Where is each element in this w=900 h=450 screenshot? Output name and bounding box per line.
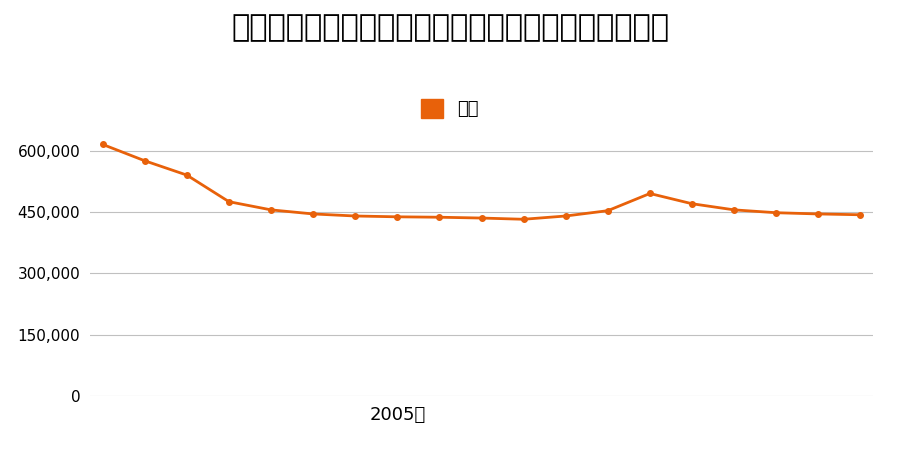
価格 [476, 216, 487, 221]
価格 [561, 213, 572, 219]
価格 [308, 211, 319, 216]
価格 [602, 208, 613, 213]
価格 [266, 207, 276, 212]
価格 [434, 215, 445, 220]
価格 [392, 214, 402, 220]
価格 [813, 211, 824, 216]
価格 [687, 201, 698, 207]
価格 [729, 207, 740, 212]
Text: 東京都大田区東矢口３丁目３２６番２５外の地価推移: 東京都大田区東矢口３丁目３２６番２５外の地価推移 [231, 14, 669, 42]
価格 [644, 191, 655, 196]
価格 [855, 212, 866, 217]
価格 [350, 213, 361, 219]
価格 [518, 216, 529, 222]
Legend: 価格: 価格 [421, 99, 479, 118]
価格 [140, 158, 150, 163]
価格 [770, 210, 781, 216]
価格 [97, 142, 108, 147]
価格 [182, 172, 193, 178]
Line: 価格: 価格 [100, 142, 863, 222]
価格 [223, 199, 234, 204]
